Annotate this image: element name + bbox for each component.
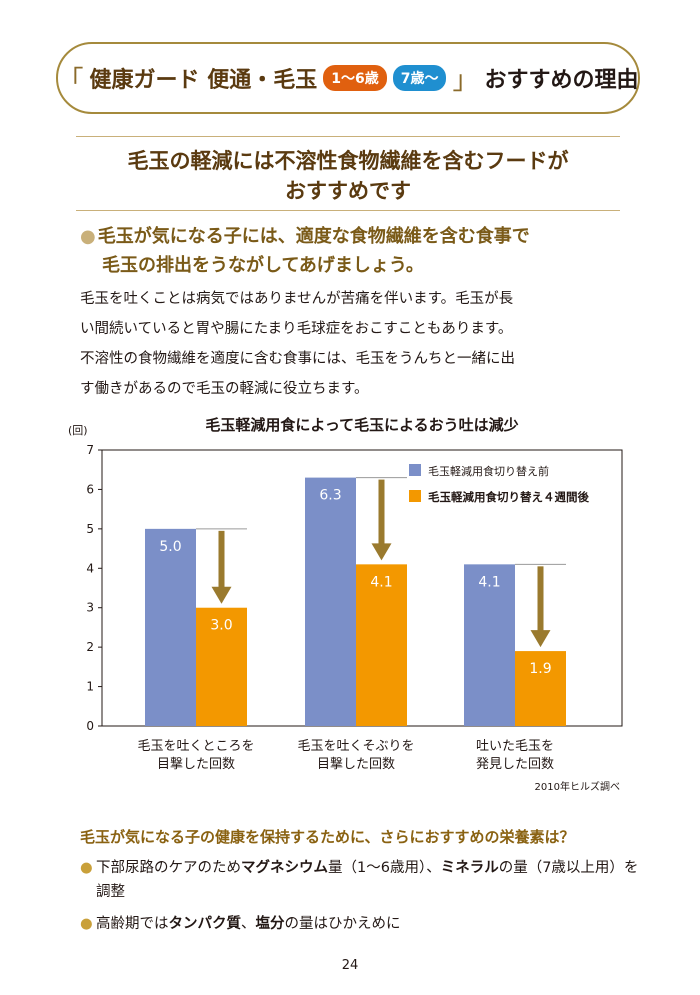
- nutrition-1-magnesium: マグネシウム: [241, 860, 328, 876]
- title-open-bracket: 「: [57, 65, 84, 96]
- bar-before: [305, 477, 356, 726]
- age-badge-1-6: 1〜6歳: [323, 65, 387, 91]
- data-label-before: 5.0: [159, 539, 181, 555]
- data-label-after: 1.9: [529, 661, 551, 677]
- section-headline: 毛玉の軽減には不溶性食物繊維を含むフードが おすすめです: [76, 146, 620, 206]
- decrease-arrow-head: [211, 586, 232, 604]
- title-suffix: おすすめの理由: [484, 68, 639, 93]
- headline-bottom-rule: [76, 210, 620, 211]
- nutrition-list: ● 下部尿路のケアのためマグネシウム量（1〜6歳用）、ミネラルの量（7歳以上用）…: [80, 856, 650, 944]
- nutrition-item-2: ● 高齢期ではタンパク質、塩分の量はひかえめに: [80, 912, 650, 936]
- data-label-after: 4.1: [370, 574, 392, 590]
- chart-source-note: 2010年ヒルズ調べ: [535, 780, 620, 793]
- y-tick-label: 5: [86, 522, 94, 536]
- headline-top-rule: [76, 136, 620, 137]
- title-close-bracket: 」: [452, 65, 479, 96]
- y-tick-label: 2: [86, 640, 94, 654]
- bar-after: [356, 564, 407, 726]
- category-label: 目撃した回数: [317, 756, 395, 772]
- y-tick-label: 6: [86, 482, 94, 496]
- age-badge-7-plus: 7歳〜: [392, 65, 447, 91]
- product-name: 健康ガード 便通・毛玉: [89, 68, 318, 93]
- bullet-line-1: 毛玉が気になる子には、適度な食物繊維を含む食事で: [97, 226, 530, 247]
- body-line-4: す働きがあるので毛玉の軽減に役立ちます。: [80, 381, 369, 397]
- nutrition-2-salt: 塩分: [255, 916, 285, 932]
- bullet-dot: ●: [80, 226, 96, 247]
- y-tick-label: 0: [86, 719, 94, 733]
- chart-title: 毛玉軽減用食によって毛玉によるおう吐は減少: [205, 416, 518, 434]
- nutrition-1-post: の量（7歳以上用）を調整: [96, 860, 639, 900]
- y-axis-unit: (回): [68, 424, 88, 437]
- decrease-arrow-head: [530, 630, 551, 648]
- legend-label: 毛玉軽減用食切り替え前: [428, 464, 549, 478]
- nutrition-2-mid: 、: [241, 916, 256, 932]
- page-number: 24: [341, 958, 359, 973]
- decrease-arrow-shaft: [218, 530, 225, 588]
- body-paragraph: 毛玉を吐くことは病気ではありませんが苦痛を伴います。毛玉が長 い間続いていると胃…: [80, 284, 640, 404]
- nutrition-2-protein: タンパク質: [168, 916, 242, 932]
- bar-before: [145, 528, 196, 726]
- legend-swatch: [409, 490, 421, 502]
- data-label-after: 3.0: [210, 618, 232, 634]
- legend-swatch: [409, 464, 421, 476]
- decrease-arrow-shaft: [537, 566, 544, 632]
- y-tick-label: 4: [86, 561, 94, 575]
- data-label-before: 6.3: [319, 488, 341, 504]
- y-tick-label: 1: [86, 680, 94, 694]
- y-tick-label: 3: [86, 601, 94, 615]
- title-banner: 「 健康ガード 便通・毛玉 1〜6歳 7歳〜 」 おすすめの理由: [56, 42, 640, 114]
- category-label: 毛玉を吐くところを: [137, 739, 254, 754]
- nutrition-1-mineral: ミネラル: [440, 860, 499, 876]
- category-label: 発見した回数: [476, 757, 554, 772]
- decrease-arrow-head: [371, 543, 392, 561]
- body-line-3: 不溶性の食物繊維を適度に含む食事には、毛玉をうんちと一緒に出: [80, 351, 515, 367]
- data-label-before: 4.1: [478, 574, 500, 590]
- category-label: 目撃した回数: [157, 756, 235, 772]
- bullet-heading: ● 毛玉が気になる子には、適度な食物繊維を含む食事で 毛玉の排出をうながしてあげま…: [80, 222, 640, 280]
- y-tick-label: 7: [86, 443, 94, 457]
- nutrition-2-pre: 高齢期では: [96, 916, 169, 932]
- body-line-2: い間続いていると胃や腸にたまり毛球症をおこすこともあります。: [80, 321, 513, 337]
- nutrition-1-pre: 下部尿路のケアのため: [96, 860, 241, 876]
- headline-line-1: 毛玉の軽減には不溶性食物繊維を含むフードが: [127, 149, 569, 173]
- decrease-arrow-shaft: [378, 479, 385, 545]
- nutrition-1-mid: 量（1〜6歳用）、: [328, 860, 441, 876]
- bar-after: [515, 651, 566, 726]
- category-label: 毛玉を吐くそぶりを: [297, 739, 414, 754]
- bullet-line-2: 毛玉の排出をうながしてあげましょう。: [102, 255, 424, 276]
- bar-after: [196, 607, 247, 726]
- nutrition-item-1: ● 下部尿路のケアのためマグネシウム量（1〜6歳用）、ミネラルの量（7歳以上用）…: [80, 856, 650, 904]
- headline-line-2: おすすめです: [285, 179, 411, 203]
- category-label: 吐いた毛玉を: [476, 739, 554, 754]
- nutrition-bullet-2: ●: [80, 916, 93, 932]
- nutrition-title: 毛玉が気になる子の健康を保持するために、さらにおすすめの栄養素は？: [80, 828, 575, 846]
- hairball-chart: 毛玉軽減用食によって毛玉によるおう吐は減少 (回) 0 1 2 3 4 5 6 7 5.0 3.0 毛玉…: [68, 416, 623, 793]
- body-line-1: 毛玉を吐くことは病気ではありませんが苦痛を伴います。毛玉が長: [80, 291, 514, 307]
- nutrition-2-post: の量はひかえめに: [284, 916, 401, 932]
- nutrition-bullet-1: ●: [80, 860, 93, 876]
- legend-label: 毛玉軽減用食切り替え４週間後: [428, 490, 589, 504]
- bar-before: [464, 564, 515, 726]
